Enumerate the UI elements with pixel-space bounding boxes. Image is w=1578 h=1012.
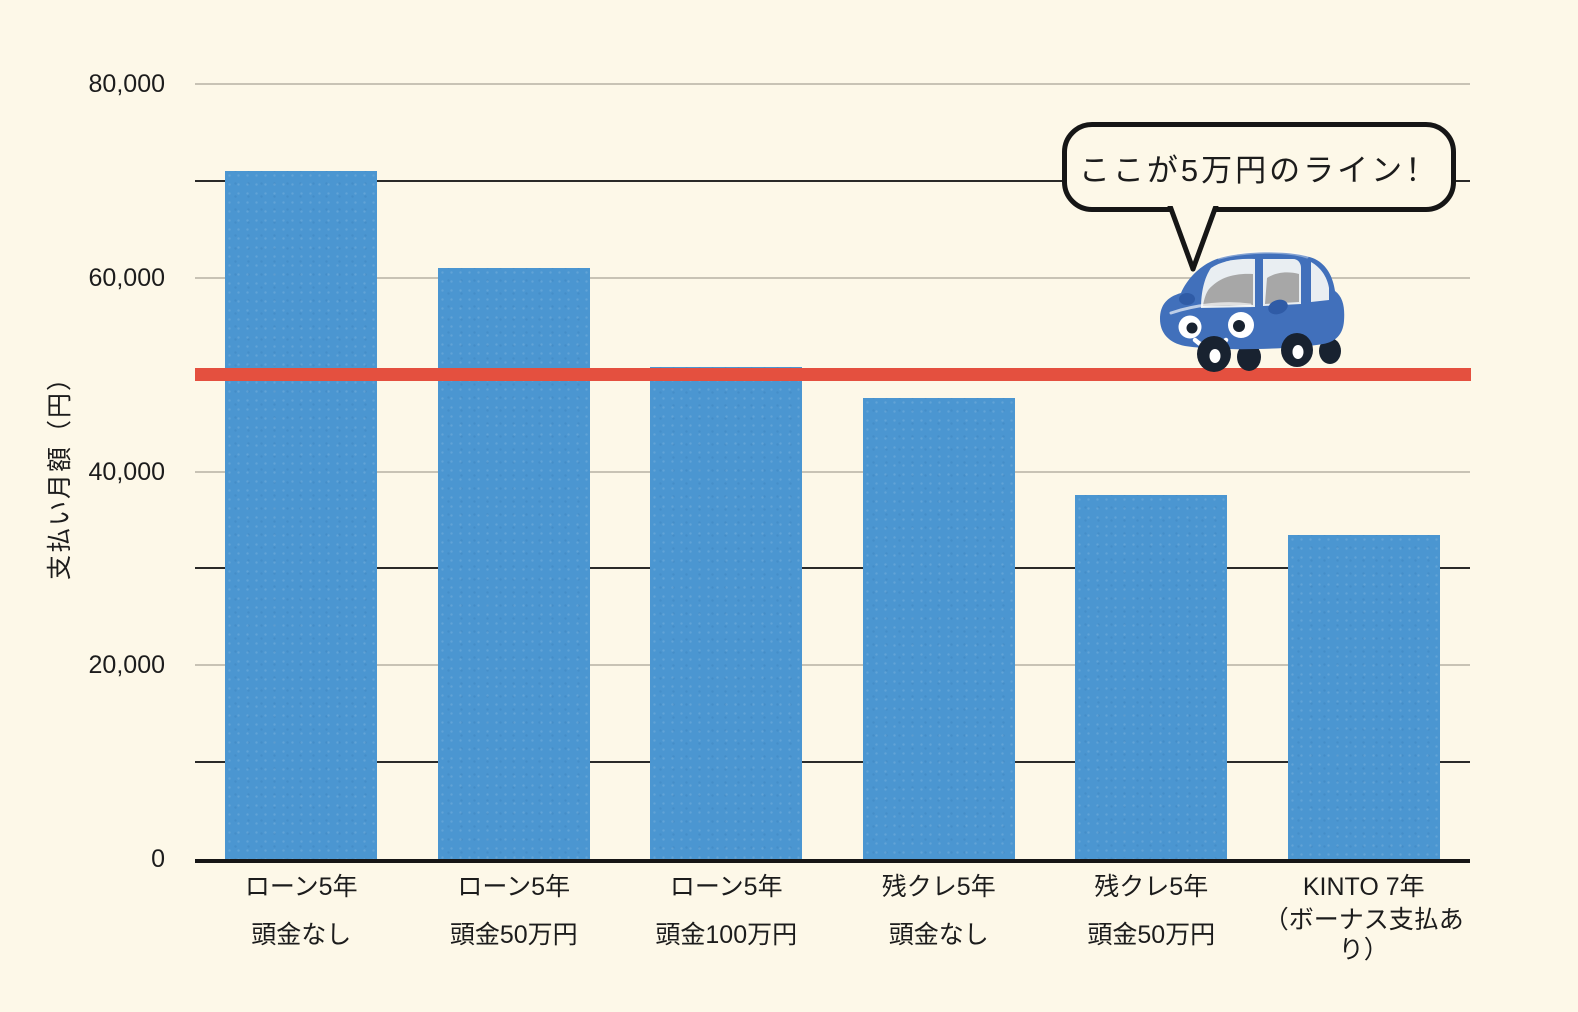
bar-0 bbox=[225, 171, 378, 859]
x-axis-line bbox=[195, 859, 1470, 863]
gridline-10000 bbox=[195, 761, 1470, 764]
x-category-label-3: 残クレ5年頭金なし bbox=[833, 872, 1046, 965]
gridline-40000 bbox=[195, 470, 1470, 473]
x-category-label-1: ローン5年頭金50万円 bbox=[408, 872, 621, 965]
x-category-line1: 残クレ5年 bbox=[881, 873, 996, 901]
bar-4 bbox=[1075, 494, 1228, 859]
x-category-line2: 頭金なし bbox=[251, 921, 352, 949]
x-category-line1: ローン5年 bbox=[244, 873, 358, 901]
x-category-line2: 頭金50万円 bbox=[449, 921, 578, 949]
y-tick-label-60000: 60,000 bbox=[88, 263, 165, 292]
bar-3 bbox=[862, 397, 1015, 859]
speech-bubble-text: ここが5万円のライン！ bbox=[1078, 152, 1440, 188]
x-axis-labels: ローン5年 頭金なし ローン5年 頭金50万円 ローン5年 頭金100万円 残クレ5年 頭金な… bbox=[195, 872, 1470, 965]
plot-area bbox=[195, 83, 1470, 863]
x-category-line1: ローン5年 bbox=[669, 873, 783, 901]
y-tick-label-20000: 20,000 bbox=[88, 651, 165, 680]
y-tick-label-0: 0 bbox=[151, 845, 165, 873]
gridline-70000 bbox=[195, 179, 1470, 182]
x-category-line2: 頭金なし bbox=[888, 921, 989, 949]
gridline-80000 bbox=[195, 83, 1470, 85]
x-category-label-2: ローン5年頭金100万円 bbox=[620, 872, 833, 965]
x-category-line1: ローン5年 bbox=[457, 873, 571, 901]
reference-line bbox=[195, 368, 1471, 382]
x-category-label-0: ローン5年頭金なし bbox=[195, 872, 408, 965]
speech-bubble: ここが5万円のライン！ bbox=[1062, 122, 1456, 212]
gridline-60000 bbox=[195, 276, 1470, 279]
x-category-line2: 頭金50万円 bbox=[1087, 921, 1216, 949]
bar-1 bbox=[437, 268, 590, 859]
blue-car-icon bbox=[1160, 250, 1345, 372]
x-category-line1: 残クレ5年 bbox=[1094, 873, 1209, 901]
y-tick-label-40000: 40,000 bbox=[88, 457, 165, 486]
gridline-20000 bbox=[195, 664, 1470, 667]
x-category-label-5: KINTO 7年 （ボーナス支払あり） bbox=[1258, 872, 1471, 965]
x-category-line2: 頭金100万円 bbox=[655, 921, 798, 949]
bar-5 bbox=[1287, 535, 1440, 859]
y-tick-label-80000: 80,000 bbox=[88, 70, 165, 98]
x-category-line2: （ボーナス支払あり） bbox=[1263, 906, 1464, 964]
speech-bubble-tail bbox=[1167, 206, 1219, 272]
x-category-line1: KINTO 7年 bbox=[1302, 873, 1425, 901]
x-category-label-4: 残クレ5年頭金50万円 bbox=[1045, 872, 1258, 965]
bar-2 bbox=[650, 366, 803, 859]
gridline-30000 bbox=[195, 567, 1470, 570]
